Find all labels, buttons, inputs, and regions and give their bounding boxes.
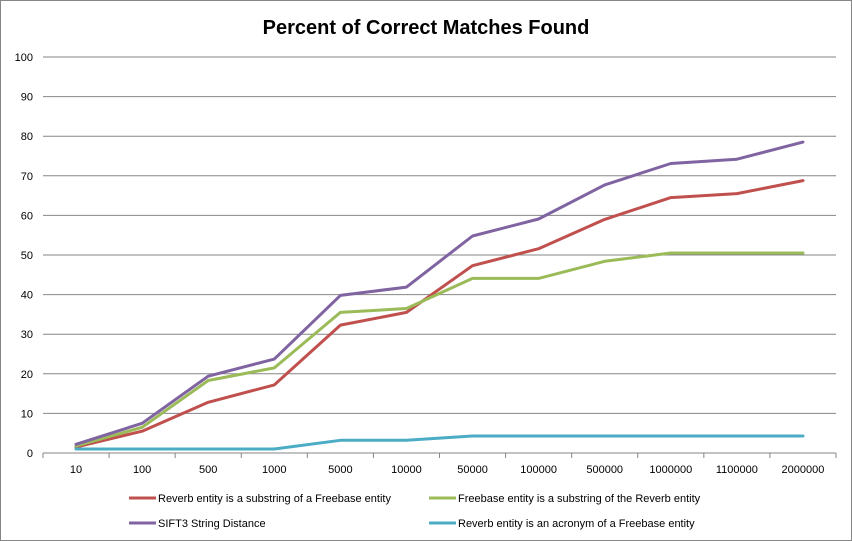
series-line-3 xyxy=(74,140,805,446)
y-tick-label: 10 xyxy=(21,408,33,420)
x-axis: 10 100 500 1000 5000 10000 50000 100000 500000 10… xyxy=(42,452,837,476)
y-tick-label: 0 xyxy=(27,448,33,460)
y-tick-label: 80 xyxy=(21,131,33,143)
series-line-1 xyxy=(74,179,805,449)
x-tick-label: 5000 xyxy=(328,464,352,476)
x-tick-label: 2000000 xyxy=(782,464,825,476)
y-tick-label: 60 xyxy=(21,210,33,222)
y-tick-label: 20 xyxy=(21,369,33,381)
y-tick-label: 70 xyxy=(21,171,33,183)
x-tick-label: 1100000 xyxy=(716,464,758,476)
y-tick-label: 40 xyxy=(21,290,33,302)
x-tick-label: 50000 xyxy=(457,464,488,476)
y-tick-label: 50 xyxy=(21,250,33,262)
legend: Reverb entity is a substring of a Freeba… xyxy=(129,493,701,530)
legend-label: Reverb entity is an acronym of a Freebas… xyxy=(458,518,695,530)
x-tick-label: 500000 xyxy=(586,464,623,476)
series-lines xyxy=(74,140,805,451)
x-tick-label: 1000 xyxy=(262,464,286,476)
y-tick-label: 90 xyxy=(21,92,33,104)
legend-label: Reverb entity is a substring of a Freeba… xyxy=(158,493,391,505)
legend-label: SIFT3 String Distance xyxy=(158,518,266,530)
x-tick-label: 100 xyxy=(133,464,151,476)
x-tick-label: 10000 xyxy=(391,464,422,476)
x-tick-label: 100000 xyxy=(520,464,557,476)
gridlines xyxy=(43,56,836,414)
y-tick-label: 100 xyxy=(15,52,33,64)
y-tick-label: 30 xyxy=(21,329,33,341)
series-line-4 xyxy=(74,434,805,451)
x-tick-label: 10 xyxy=(70,464,82,476)
x-tick-label: 500 xyxy=(199,464,217,476)
y-axis: 0 10 20 30 40 50 60 70 80 90 100 xyxy=(15,52,33,460)
legend-label: Freebase entity is a substring of the Re… xyxy=(458,493,701,505)
chart-title: Percent of Correct Matches Found xyxy=(263,17,590,39)
series-line-2 xyxy=(74,251,805,448)
x-tick-label: 1000000 xyxy=(649,464,692,476)
